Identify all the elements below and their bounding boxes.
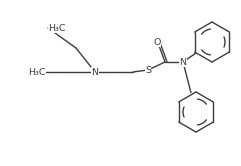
Text: N: N bbox=[180, 57, 187, 67]
Text: H₃C: H₃C bbox=[28, 68, 46, 77]
Text: O: O bbox=[153, 38, 161, 46]
Text: H₃C: H₃C bbox=[48, 24, 66, 33]
Text: N: N bbox=[92, 68, 99, 77]
Text: S: S bbox=[145, 66, 151, 75]
